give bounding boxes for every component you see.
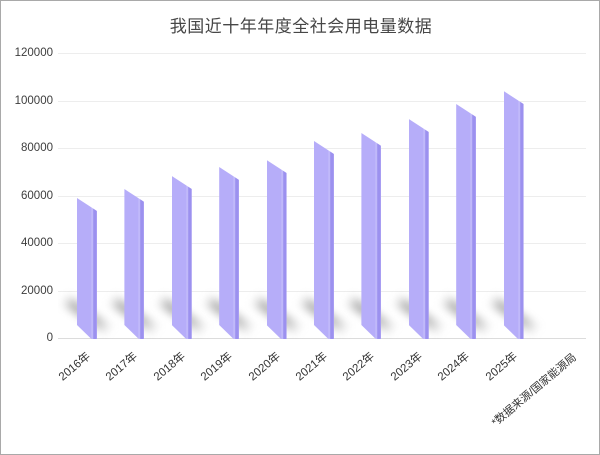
bar-2023年 xyxy=(409,119,429,339)
y-tick-label: 80000 xyxy=(21,142,53,154)
y-tick-label: 0 xyxy=(46,332,53,344)
x-tick-label-2023年: 2023年 xyxy=(388,350,425,384)
bar-2021年 xyxy=(314,141,334,339)
x-tick-label-2020年: 2020年 xyxy=(246,350,283,384)
bar-2022年 xyxy=(361,133,381,339)
x-tick-label-2022年: 2022年 xyxy=(341,350,378,384)
gridline-0 xyxy=(58,338,586,339)
bar-2019年 xyxy=(219,167,239,339)
bar-2017年 xyxy=(124,189,144,339)
bar-2020年 xyxy=(267,160,287,339)
x-tick-label-2019年: 2019年 xyxy=(198,350,236,384)
x-tick-label-2024年: 2024年 xyxy=(435,350,473,384)
bar-2018年 xyxy=(172,176,192,339)
y-tick-label: 100000 xyxy=(14,94,53,107)
chart-title: 我国近十年年度全社会用电量数据 xyxy=(169,17,433,36)
gridline-120000 xyxy=(58,53,586,54)
x-tick-label-2025年: 2025年 xyxy=(483,350,520,384)
x-tick-label-2021年: 2021年 xyxy=(293,350,330,384)
y-tick-label: 20000 xyxy=(21,284,53,297)
bar-2016年 xyxy=(77,198,97,339)
x-tick-label-2017年: 2017年 xyxy=(104,350,141,384)
y-tick-label: 40000 xyxy=(21,237,53,249)
gridline-100000 xyxy=(58,101,586,102)
bar-2024年 xyxy=(456,104,476,339)
x-tick-label-2018年: 2018年 xyxy=(151,350,188,384)
y-tick-label: 120000 xyxy=(14,47,53,59)
y-tick-label: 60000 xyxy=(21,189,53,202)
bar-2025年 xyxy=(504,91,524,339)
x-tick-label-2016年: 2016年 xyxy=(56,350,93,384)
plot-area xyxy=(58,53,586,339)
